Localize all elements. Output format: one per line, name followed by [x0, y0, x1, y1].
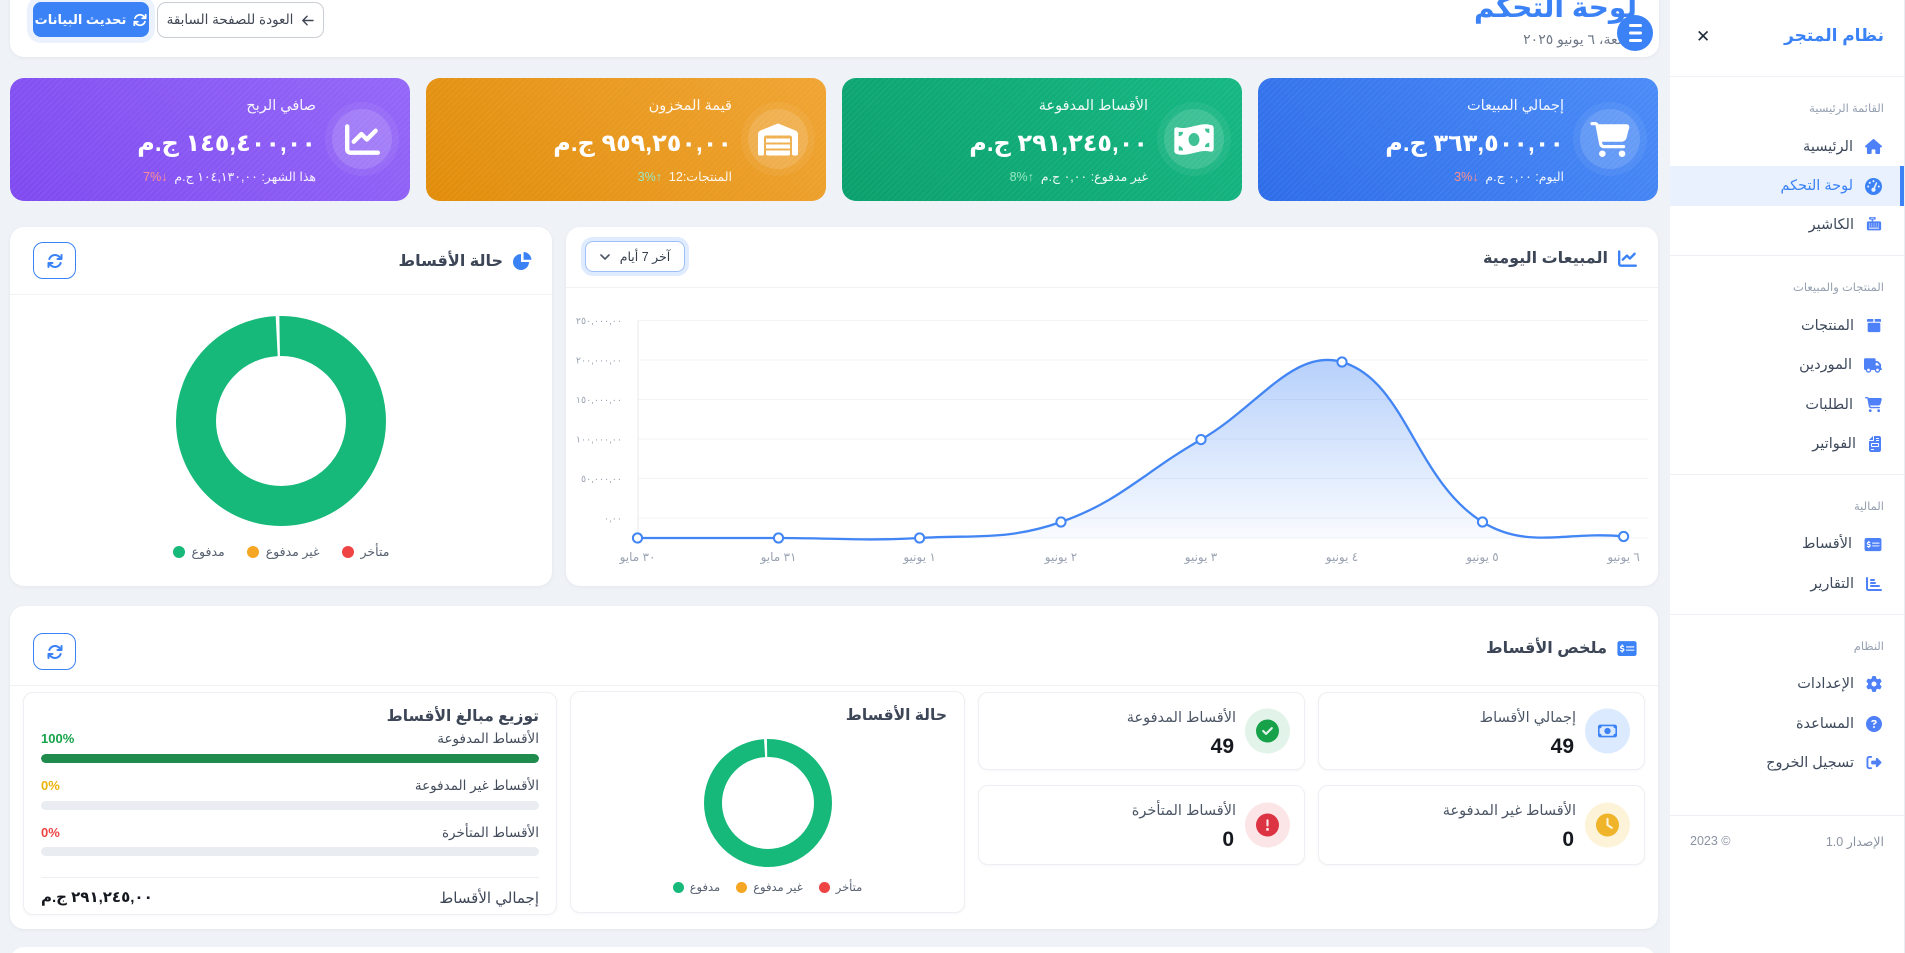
svg-text:٢٥٠,٠٠٠,٠٠: ٢٥٠,٠٠٠,٠٠	[576, 316, 622, 327]
svg-text:٣ يونيو: ٣ يونيو	[1184, 550, 1218, 565]
svg-text:٥٠,٠٠٠,٠٠: ٥٠,٠٠٠,٠٠	[581, 474, 622, 485]
svg-text:١ يونيو: ١ يونيو	[902, 550, 936, 565]
svg-text:٦ يونيو: ٦ يونيو	[1606, 550, 1640, 565]
svg-text:٣١ مايو: ٣١ مايو	[760, 550, 797, 565]
svg-text:٥ يونيو: ٥ يونيو	[1465, 550, 1499, 565]
svg-text:٣٠ مايو: ٣٠ مايو	[619, 550, 656, 565]
svg-text:٢٠٠,٠٠٠,٠٠: ٢٠٠,٠٠٠,٠٠	[576, 356, 622, 367]
svg-text:٠,٠٠: ٠,٠٠	[604, 514, 622, 525]
svg-text:١٥٠,٠٠٠,٠٠: ١٥٠,٠٠٠,٠٠	[576, 395, 622, 406]
svg-text:٢ يونيو: ٢ يونيو	[1044, 550, 1078, 565]
svg-text:٤ يونيو: ٤ يونيو	[1325, 550, 1359, 565]
svg-text:١٠٠,٠٠٠,٠٠: ١٠٠,٠٠٠,٠٠	[576, 435, 622, 446]
